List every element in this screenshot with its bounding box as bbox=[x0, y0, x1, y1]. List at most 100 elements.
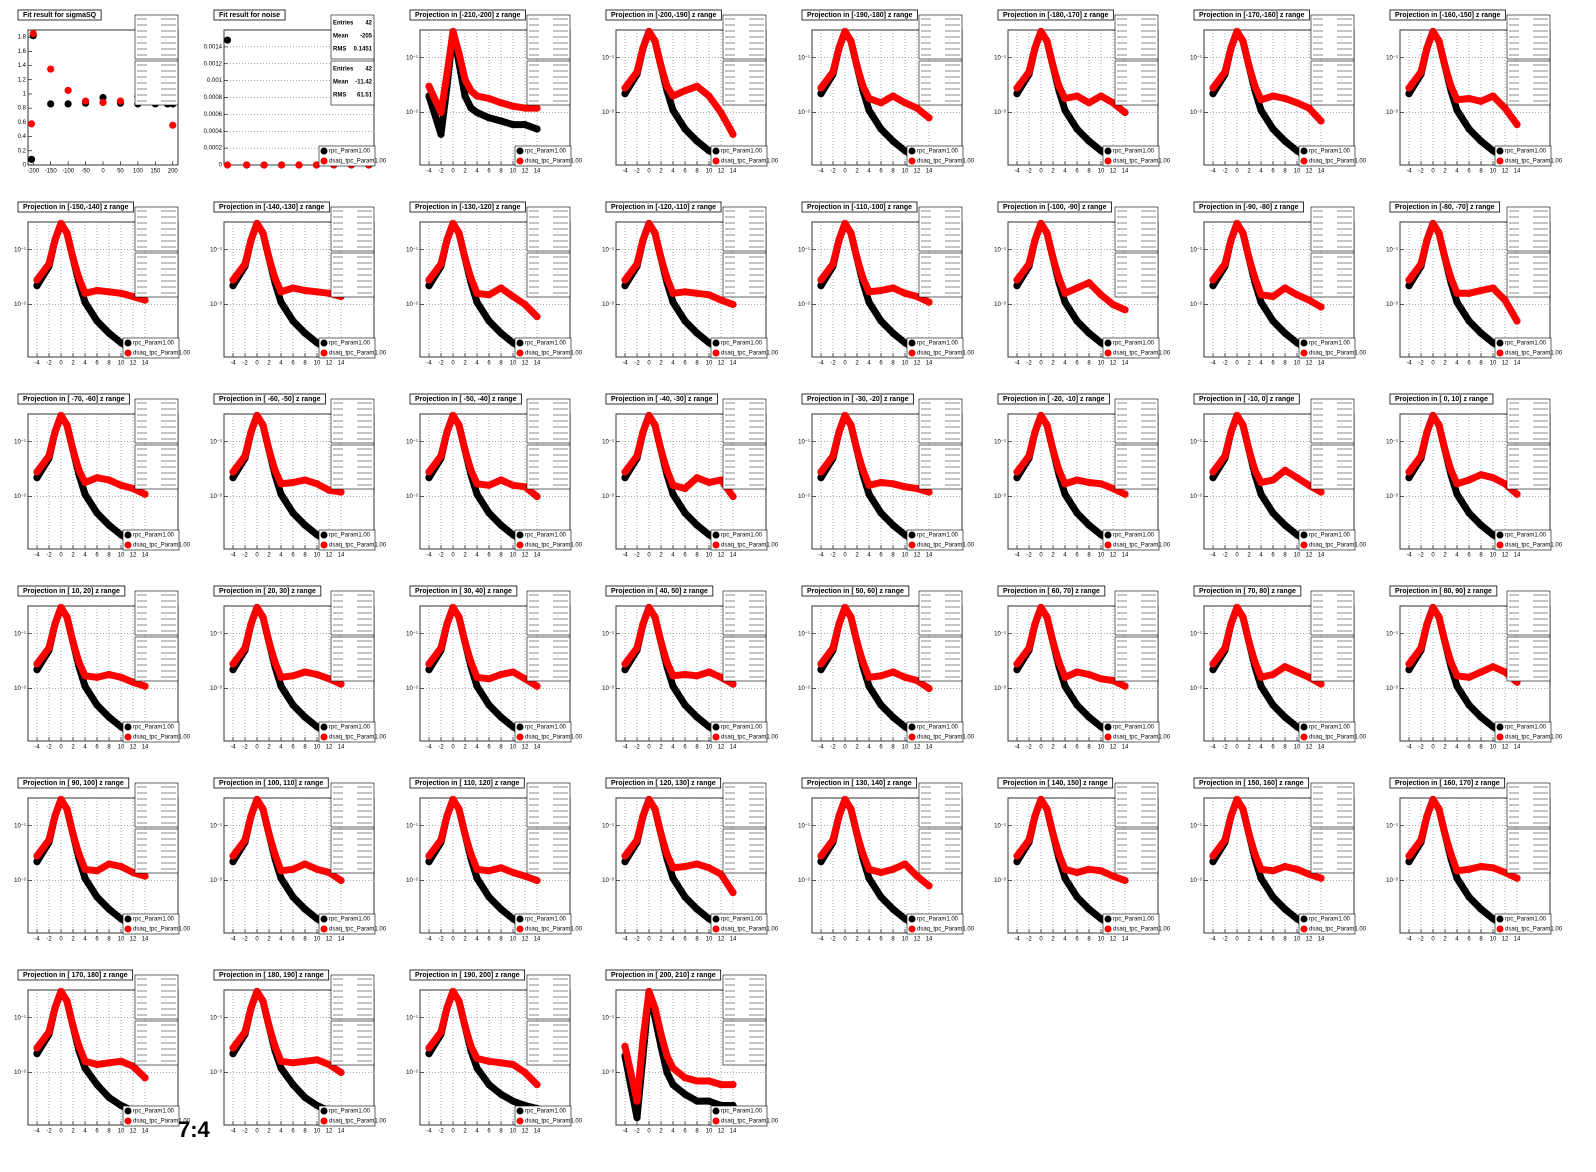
x-tick-label: 2 bbox=[855, 745, 859, 751]
data-point bbox=[859, 850, 867, 858]
x-tick-label: 2 bbox=[463, 745, 467, 751]
data-point bbox=[1061, 480, 1069, 488]
y-tick-label: 1.2 bbox=[18, 77, 27, 83]
title-box bbox=[409, 777, 525, 789]
data-point bbox=[621, 468, 629, 476]
x-tick-label: -4 bbox=[1210, 937, 1216, 943]
x-tick-label: -2 bbox=[830, 745, 836, 751]
data-point bbox=[841, 411, 849, 420]
data-point bbox=[259, 613, 267, 621]
data-point bbox=[461, 446, 469, 454]
legend-marker bbox=[908, 915, 916, 923]
legend-label: rpc_Param1.00 bbox=[133, 341, 175, 347]
data-point bbox=[1121, 682, 1129, 690]
legend-marker bbox=[320, 733, 328, 741]
legend-marker bbox=[516, 349, 524, 357]
stats-key: Entries bbox=[333, 21, 354, 27]
x-tick-label: -2 bbox=[438, 361, 444, 367]
x-tick-label: -2 bbox=[242, 361, 248, 367]
legend-marker bbox=[320, 157, 328, 165]
panel: 10⁻¹10⁻²-4 -2 0 2 4 6 8 10 12 14rpc_Param1.00dsaq… bbox=[14, 393, 191, 559]
data-point bbox=[253, 219, 261, 228]
x-tick-label: 8 bbox=[1087, 169, 1091, 175]
x-tick-label: 10 bbox=[1490, 169, 1497, 175]
x-tick-label: -2 bbox=[1418, 169, 1424, 175]
panel: 10⁻¹10⁻²-4 -2 0 2 4 6 8 10 12 14rpc_Param1.00dsaq… bbox=[1386, 201, 1563, 367]
chart-title: Projection in [-190,-180] z range bbox=[807, 12, 913, 19]
data-point bbox=[865, 481, 873, 489]
data-point bbox=[27, 155, 36, 163]
legend-marker bbox=[516, 541, 524, 549]
legend-label: rpc_Param1.00 bbox=[721, 149, 763, 155]
data-point bbox=[1085, 521, 1093, 529]
legend-box bbox=[906, 337, 964, 359]
data-point bbox=[1031, 236, 1039, 244]
data-point bbox=[301, 713, 309, 721]
x-tick-label: 2 bbox=[463, 169, 467, 175]
x-tick-label: 10 bbox=[314, 937, 321, 943]
data-point bbox=[1245, 638, 1253, 646]
data-point bbox=[1305, 104, 1313, 112]
y-tick-label: 10⁻² bbox=[406, 494, 418, 500]
data-point bbox=[509, 868, 517, 877]
data-point bbox=[817, 666, 825, 674]
x-tick-label: 4 bbox=[671, 361, 675, 367]
x-tick-label: 8 bbox=[499, 745, 503, 751]
data-point bbox=[467, 466, 475, 474]
data-point bbox=[1257, 874, 1265, 882]
legend-label: rpc_Param1.00 bbox=[329, 1109, 371, 1115]
x-tick-label: 10 bbox=[902, 361, 909, 367]
data-point bbox=[1121, 108, 1129, 117]
x-tick-label: 0 bbox=[1431, 553, 1435, 559]
x-tick-label: 6 bbox=[683, 937, 687, 943]
data-point bbox=[117, 1057, 125, 1065]
legend-box bbox=[122, 529, 180, 551]
data-point bbox=[1251, 466, 1259, 474]
chart-title: Projection in [-80, -70] z range bbox=[1395, 204, 1495, 211]
data-point bbox=[657, 446, 665, 454]
x-tick-label: 4 bbox=[671, 1129, 675, 1135]
data-point bbox=[473, 298, 481, 306]
legend-label: rpc_Param1.00 bbox=[133, 533, 175, 539]
x-tick-label: 0 bbox=[1039, 361, 1043, 367]
legend-box bbox=[1102, 145, 1160, 167]
data-point bbox=[651, 421, 659, 429]
x-tick-label: 4 bbox=[475, 1129, 479, 1135]
legend-label: rpc_Param1.00 bbox=[1505, 341, 1547, 347]
data-point bbox=[669, 298, 677, 306]
data-point bbox=[497, 117, 505, 125]
x-tick-label: 10 bbox=[706, 1129, 713, 1135]
x-tick-label: 8 bbox=[891, 361, 895, 367]
data-point bbox=[1209, 858, 1217, 866]
legend-label: dsaq_tpc_Param1.00 bbox=[133, 1119, 191, 1125]
y-tick-label: 0 bbox=[219, 163, 223, 169]
x-tick-label: 0 bbox=[1431, 745, 1435, 751]
x-tick-label: -2 bbox=[1418, 553, 1424, 559]
legend-label: dsaq_tpc_Param1.00 bbox=[1309, 159, 1367, 165]
x-tick-label: 0 bbox=[1235, 169, 1239, 175]
data-point bbox=[425, 282, 433, 290]
x-tick-label: 0 bbox=[1235, 361, 1239, 367]
data-point bbox=[693, 672, 701, 680]
data-point bbox=[1465, 125, 1473, 133]
x-tick-label: 0 bbox=[255, 1129, 259, 1135]
data-point bbox=[57, 795, 65, 804]
x-tick-label: -2 bbox=[46, 553, 52, 559]
data-point bbox=[253, 603, 261, 612]
data-point bbox=[1233, 795, 1241, 804]
legend-marker bbox=[1104, 147, 1112, 155]
data-point bbox=[651, 613, 659, 621]
data-point bbox=[889, 92, 897, 100]
data-point bbox=[301, 521, 309, 529]
title-box bbox=[1389, 393, 1494, 405]
x-tick-label: 2 bbox=[463, 937, 467, 943]
data-point bbox=[1055, 466, 1063, 474]
data-point bbox=[1293, 668, 1301, 676]
y-tick-label: 0.0006 bbox=[204, 112, 223, 118]
x-tick-label: 10 bbox=[118, 553, 125, 559]
y-tick-label: 10⁻² bbox=[602, 686, 614, 692]
data-point bbox=[681, 509, 689, 517]
x-tick-label: -4 bbox=[426, 361, 432, 367]
x-tick-label: 10 bbox=[902, 169, 909, 175]
data-point bbox=[1013, 660, 1021, 668]
